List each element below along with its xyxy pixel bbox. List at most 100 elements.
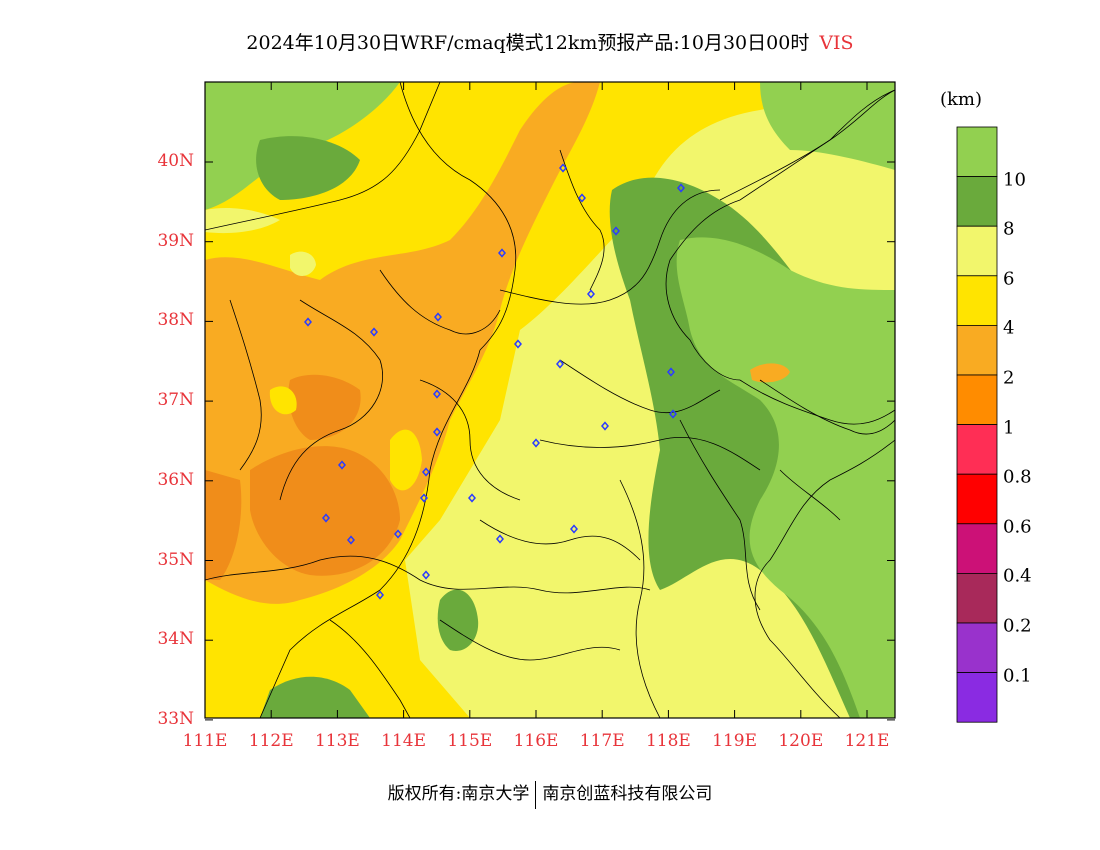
city-marker <box>578 193 586 203</box>
city-marker <box>570 524 578 534</box>
boundary-line <box>229 299 262 471</box>
latitude-label: 34N <box>157 629 194 650</box>
legend-swatch <box>956 672 998 723</box>
legend-swatch <box>956 424 998 475</box>
field-green-ellipse <box>810 347 895 405</box>
city-marker <box>667 367 675 377</box>
boundary-line <box>379 269 501 335</box>
boundary-line <box>539 436 761 471</box>
legend-swatch <box>956 374 998 425</box>
boundary-line <box>399 82 517 351</box>
longitude-label: 117E <box>579 731 625 751</box>
legend-label: 0.4 <box>1003 565 1032 587</box>
city-marker <box>420 493 428 503</box>
legend-swatch <box>956 573 998 624</box>
visibility-field <box>205 82 895 718</box>
boundary-line <box>279 299 383 501</box>
axis-ticks <box>204 82 895 721</box>
city-marker <box>601 421 609 431</box>
latitude-label: 35N <box>157 549 194 570</box>
boundary-line <box>329 619 411 718</box>
longitude-label: 121E <box>844 731 890 751</box>
coastline <box>739 379 895 425</box>
boundary-line <box>779 469 841 521</box>
city-marker <box>304 317 312 327</box>
latitude-label: 38N <box>157 310 194 331</box>
boundary-line <box>759 379 895 435</box>
title-text: 2024年10月30日WRF/cmaq模式12km预报产品:10月30日00时 <box>246 32 810 54</box>
boundary-line <box>205 555 651 594</box>
boundary-line <box>679 419 761 611</box>
longitude-label: 118E <box>645 731 691 751</box>
legend-swatch <box>956 225 998 277</box>
map-frame <box>204 81 896 719</box>
legend-label: 6 <box>1003 268 1015 290</box>
city-marker <box>434 312 442 322</box>
city-marker <box>322 513 330 523</box>
city-marker <box>612 226 620 236</box>
field-green-northeast <box>760 82 895 170</box>
company-text: 南京创蓝科技有限公司 <box>542 784 713 804</box>
legend-swatch <box>956 275 998 326</box>
city-marker <box>347 535 355 545</box>
latitude-label: 40N <box>157 151 194 171</box>
boundary-line <box>619 479 661 718</box>
boundary-line <box>479 519 641 561</box>
city-marker <box>677 183 685 193</box>
city-marker <box>422 570 430 580</box>
city-marker <box>422 467 430 477</box>
latitude-label: 33N <box>157 708 194 729</box>
boundary-line <box>499 189 721 305</box>
longitude-label: 111E <box>182 731 228 751</box>
legend-swatch <box>956 176 998 227</box>
boundary-line <box>559 359 721 414</box>
legend-label: 8 <box>1003 218 1015 240</box>
field-orange-east-patch <box>750 363 790 383</box>
latitude-label: 37N <box>157 390 194 411</box>
chart-title: 2024年10月30日WRF/cmaq模式12km预报产品:10月30日00时 V… <box>0 28 1100 55</box>
legend-swatch <box>956 523 998 574</box>
coastline <box>665 89 895 381</box>
city-marker <box>496 534 504 544</box>
city-marker <box>394 529 402 539</box>
longitude-label: 114E <box>381 731 427 751</box>
latitude-label: 39N <box>157 230 194 251</box>
field-pale-pocket-1 <box>290 251 316 276</box>
boundary-line <box>205 82 441 231</box>
legend-label: 0.2 <box>1003 615 1032 637</box>
legend-label: 0.1 <box>1003 665 1032 687</box>
field-green-south-patch <box>437 589 479 651</box>
longitude-label: 115E <box>447 731 493 751</box>
coastline <box>754 439 895 718</box>
city-marker <box>338 460 346 470</box>
legend-label: 0.8 <box>1003 466 1032 488</box>
city-marker <box>376 590 384 600</box>
legend-swatch <box>956 126 998 177</box>
legend-label: 4 <box>1003 317 1015 339</box>
copyright-text: 版权所有:南京大学 <box>387 784 530 804</box>
legend-unit: (km) <box>940 89 983 110</box>
longitude-label: 113E <box>314 731 360 751</box>
longitude-label: 116E <box>513 731 559 751</box>
city-marker <box>669 409 677 419</box>
field-green-southwest <box>260 676 370 718</box>
boundary-line <box>259 349 481 718</box>
boundary-line <box>559 149 605 291</box>
field-dark-orange-core-2 <box>288 374 361 440</box>
city-marker <box>498 248 506 258</box>
legend-swatch <box>956 622 998 673</box>
legend-label: 0.6 <box>1003 516 1032 538</box>
city-marker <box>433 427 441 437</box>
city-marker <box>468 493 476 503</box>
field-dark-orange-core-3 <box>205 470 242 580</box>
legend-colorbar <box>956 126 998 723</box>
footer: 版权所有:南京大学 南京创蓝科技有限公司 <box>0 779 1100 809</box>
city-marker <box>433 389 441 399</box>
city-marker <box>370 327 378 337</box>
footer-separator <box>535 780 537 809</box>
boundary-line <box>439 619 621 661</box>
variable-label: VIS <box>819 32 854 54</box>
boundary-line <box>419 379 521 501</box>
longitude-label: 119E <box>712 731 758 751</box>
